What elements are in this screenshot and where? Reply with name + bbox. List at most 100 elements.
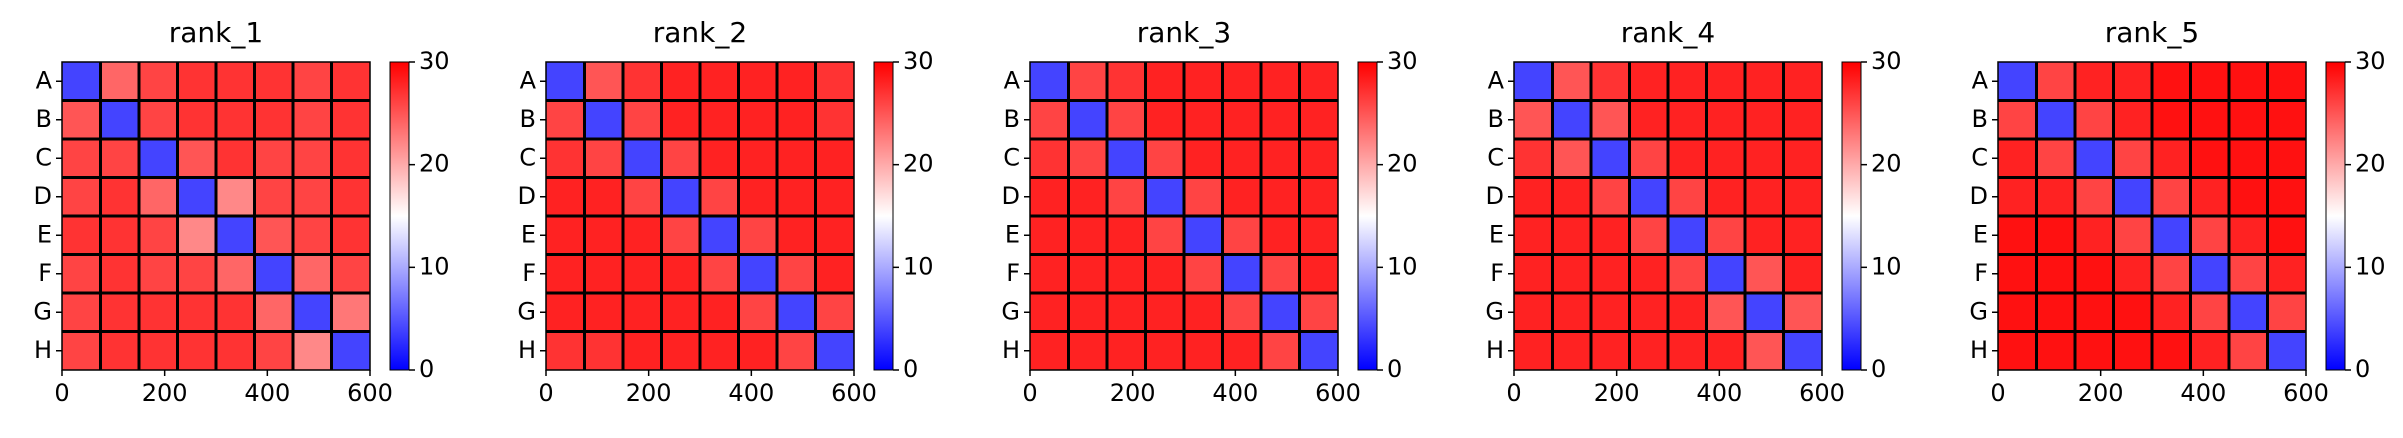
x-tick-label: 400 bbox=[1696, 379, 1742, 407]
colorbar-tick-label: 30 bbox=[419, 47, 450, 75]
heatmap-cell bbox=[1299, 216, 1339, 255]
heatmap-cell bbox=[777, 331, 816, 371]
heatmap-cell bbox=[293, 216, 332, 255]
x-tick-label: 200 bbox=[142, 379, 188, 407]
heatmap-cell bbox=[1107, 139, 1146, 178]
heatmap-cell bbox=[1145, 293, 1185, 332]
heatmap-cell bbox=[1222, 254, 1262, 294]
x-tick-label: 200 bbox=[1110, 379, 1156, 407]
heatmap-cell bbox=[661, 293, 701, 332]
heatmap-cell bbox=[2152, 293, 2191, 332]
heatmap-cell bbox=[1745, 100, 1784, 140]
heatmap-cell bbox=[1591, 139, 1630, 178]
heatmap-cell bbox=[2190, 331, 2230, 371]
heatmap-cell bbox=[100, 100, 140, 140]
heatmap-cell bbox=[1998, 177, 2037, 217]
heatmap-cell bbox=[1745, 177, 1784, 217]
heatmap-cell bbox=[1261, 100, 1300, 140]
heatmap-cell bbox=[1030, 100, 1069, 140]
y-tick-label: C bbox=[1971, 143, 1988, 171]
y-tick-label: D bbox=[1486, 182, 1504, 210]
heatmap-cell bbox=[2190, 293, 2230, 332]
heatmap-cell bbox=[1068, 177, 1108, 217]
heatmap-cell bbox=[2036, 216, 2076, 255]
heatmap-cell bbox=[2152, 331, 2191, 371]
heatmap-cell bbox=[177, 139, 217, 178]
heatmap-cell bbox=[2190, 62, 2230, 101]
y-tick-label: G bbox=[33, 297, 52, 325]
heatmap-cell bbox=[738, 331, 778, 371]
heatmap-cell bbox=[1184, 100, 1223, 140]
heatmap-cell bbox=[546, 331, 585, 371]
heatmap-cell bbox=[700, 254, 739, 294]
heatmap-cell bbox=[293, 293, 332, 332]
heatmap-cell bbox=[1030, 62, 1069, 101]
heatmap-cell bbox=[216, 331, 255, 371]
colorbar bbox=[873, 61, 894, 371]
heatmap-cell bbox=[1030, 216, 1069, 255]
heatmap-cell bbox=[2113, 177, 2153, 217]
heatmap-cell bbox=[815, 62, 855, 101]
y-tick-label: G bbox=[1485, 297, 1504, 325]
heatmap-cell bbox=[546, 293, 585, 332]
heatmap-cell bbox=[331, 216, 371, 255]
heatmap-cell bbox=[1068, 216, 1108, 255]
heatmap-cell bbox=[1706, 331, 1746, 371]
heatmap-cell bbox=[1107, 216, 1146, 255]
heatmap-cell bbox=[700, 139, 739, 178]
y-tick-label: A bbox=[1004, 66, 1021, 94]
heatmap-cell bbox=[1184, 293, 1223, 332]
heatmap-cell bbox=[815, 139, 855, 178]
heatmap-cell bbox=[1629, 62, 1669, 101]
heatmap-cell bbox=[2036, 62, 2076, 101]
heatmap-cell bbox=[546, 254, 585, 294]
colorbar bbox=[1357, 61, 1378, 371]
heatmap-cell bbox=[1591, 254, 1630, 294]
heatmap-cell bbox=[2113, 62, 2153, 101]
y-tick-label: D bbox=[1002, 182, 1020, 210]
heatmap-cell bbox=[738, 216, 778, 255]
heatmap-cell bbox=[623, 254, 662, 294]
heatmap-cell bbox=[623, 293, 662, 332]
y-tick-label: A bbox=[1488, 66, 1505, 94]
heatmap-cell bbox=[1998, 331, 2037, 371]
heatmap-cell bbox=[331, 62, 371, 101]
y-tick-label: G bbox=[517, 297, 536, 325]
heatmap-cell bbox=[546, 100, 585, 140]
panel-title: rank_3 bbox=[1137, 16, 1231, 49]
heatmap-cell bbox=[254, 100, 294, 140]
heatmap-cell bbox=[62, 177, 101, 217]
heatmap-cell bbox=[546, 62, 585, 101]
heatmap-cell bbox=[2267, 216, 2307, 255]
heatmap-cell bbox=[2229, 331, 2268, 371]
heatmap-cell bbox=[738, 100, 778, 140]
heatmap-cell bbox=[815, 331, 855, 371]
heatmap-cell bbox=[1706, 100, 1746, 140]
y-tick-label: E bbox=[521, 220, 536, 248]
y-tick-label: C bbox=[1003, 143, 1020, 171]
heatmap-cell bbox=[2267, 177, 2307, 217]
heatmap-cell bbox=[1107, 177, 1146, 217]
y-tick-label: A bbox=[520, 66, 537, 94]
heatmap-cell bbox=[2267, 139, 2307, 178]
heatmap-cell bbox=[2036, 331, 2076, 371]
heatmap-cell bbox=[1591, 331, 1630, 371]
heatmap-cell bbox=[1107, 331, 1146, 371]
heatmap-cell bbox=[100, 62, 140, 101]
colorbar-tick-label: 20 bbox=[419, 150, 450, 178]
heatmap-cell bbox=[100, 216, 140, 255]
heatmap-cell bbox=[62, 100, 101, 140]
heatmap-cell bbox=[1030, 293, 1069, 332]
x-tick-label: 600 bbox=[831, 379, 877, 407]
heatmap-cell bbox=[1299, 177, 1339, 217]
heatmap-cell bbox=[139, 293, 178, 332]
heatmap-cell bbox=[2229, 254, 2268, 294]
heatmap-cell bbox=[777, 216, 816, 255]
heatmap-cell bbox=[2190, 254, 2230, 294]
heatmap-cell bbox=[2152, 216, 2191, 255]
heatmap-cell bbox=[2190, 139, 2230, 178]
heatmap-cell bbox=[254, 216, 294, 255]
y-tick-label: A bbox=[36, 66, 53, 94]
heatmap-cell bbox=[1107, 254, 1146, 294]
